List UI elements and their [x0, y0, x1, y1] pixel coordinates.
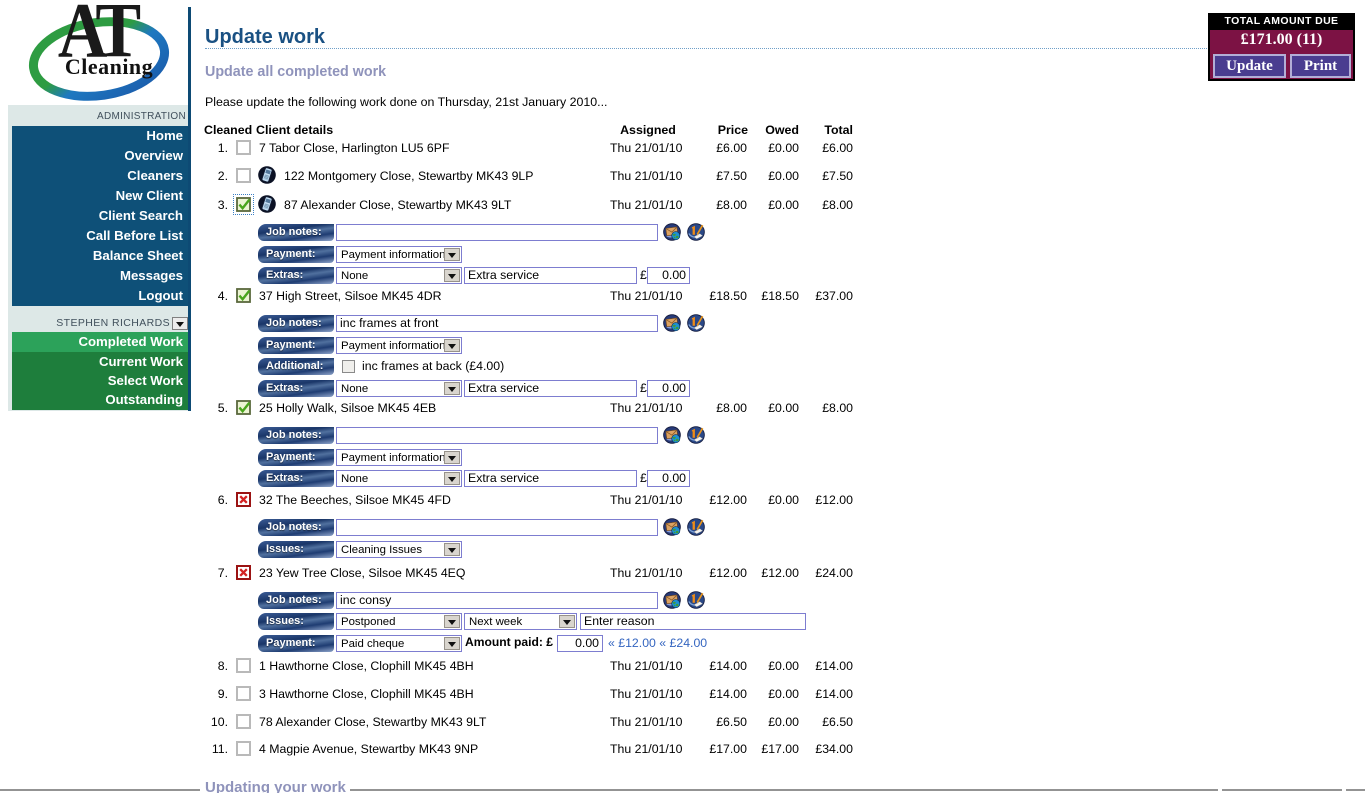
svg-text:Cleaning: Cleaning	[65, 54, 153, 79]
svg-text:AT: AT	[58, 0, 140, 73]
